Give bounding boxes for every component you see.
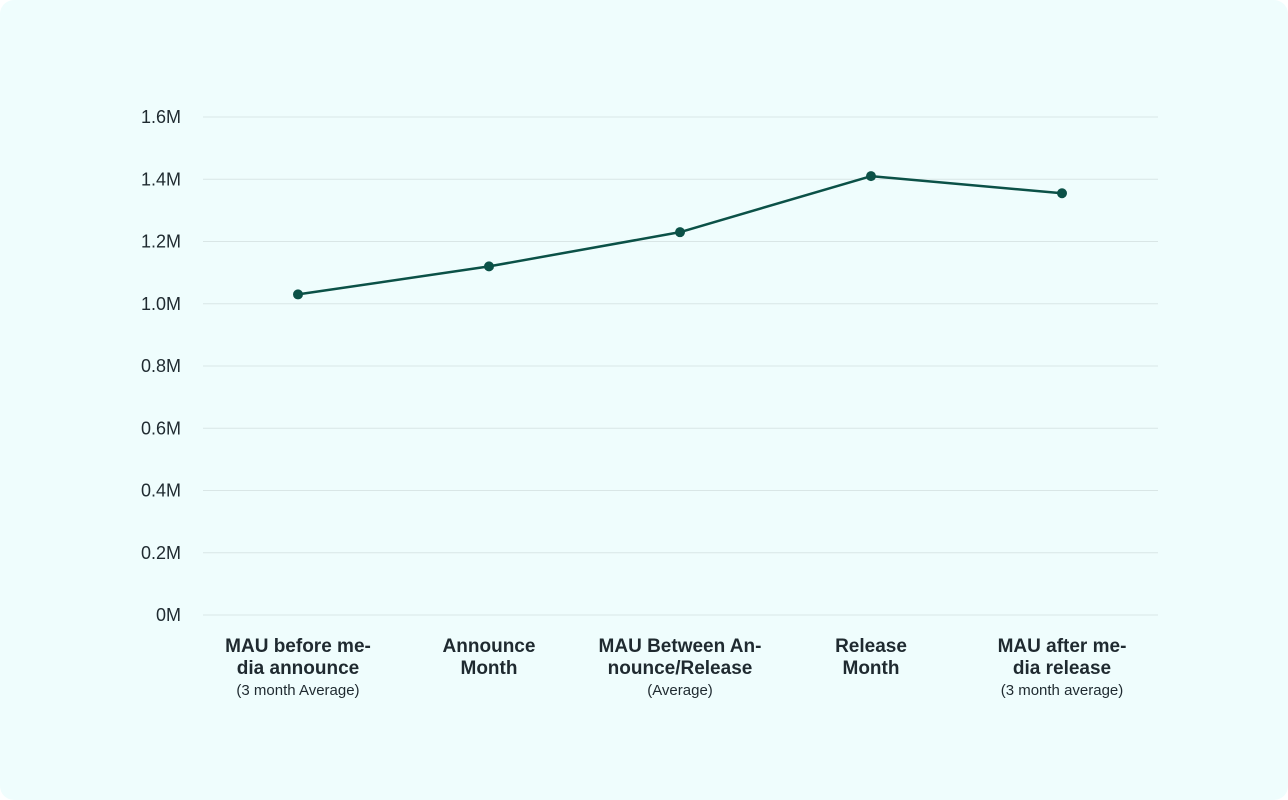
x-category-label-line: Release bbox=[835, 636, 907, 657]
y-tick-label: 0.2M bbox=[141, 543, 181, 563]
x-category-label-line: Announce bbox=[443, 636, 536, 657]
data-point bbox=[1057, 188, 1067, 199]
data-point bbox=[866, 171, 876, 182]
data-point bbox=[293, 289, 303, 300]
x-category-label: MAU Between An-nounce/Release (Average) bbox=[599, 636, 762, 699]
x-category-label-line: dia announce bbox=[237, 658, 359, 679]
x-category-label-line: MAU Between An- bbox=[599, 636, 762, 657]
x-category-label-line: dia release bbox=[1013, 658, 1111, 679]
data-point bbox=[675, 227, 685, 238]
x-category-label-line: Month bbox=[843, 658, 900, 679]
x-category-label-line: Month bbox=[461, 658, 518, 679]
x-category-sublabel: (Average) bbox=[647, 682, 713, 699]
y-tick-label: 1.6M bbox=[141, 107, 181, 127]
x-category-sublabel: (3 month Average) bbox=[236, 682, 359, 699]
y-tick-label: 1.2M bbox=[141, 232, 181, 252]
x-category-label-line: MAU before me- bbox=[225, 636, 371, 657]
x-category-sublabel: (3 month average) bbox=[1001, 682, 1124, 699]
data-point bbox=[484, 261, 494, 272]
series bbox=[293, 171, 1067, 300]
y-tick-label: 1.0M bbox=[141, 294, 181, 314]
y-tick-label: 0.8M bbox=[141, 356, 181, 376]
x-category-label-line: nounce/Release bbox=[608, 658, 753, 679]
y-axis-ticks: 0M 0.2M 0.4M 0.6M 0.8M 1.0M 1.2M 1.4M 1.6M bbox=[141, 107, 181, 625]
x-axis-labels: MAU before me-dia announce (3 month Avera… bbox=[225, 636, 1126, 699]
y-tick-label: 0.4M bbox=[141, 481, 181, 501]
gridlines bbox=[203, 116, 1158, 616]
x-category-label: MAU after me-dia release (3 month average… bbox=[998, 636, 1127, 699]
x-category-label: MAU before me-dia announce (3 month Avera… bbox=[225, 636, 371, 699]
y-tick-label: 0M bbox=[156, 605, 181, 625]
y-tick-label: 0.6M bbox=[141, 418, 181, 438]
y-tick-label: 1.4M bbox=[141, 169, 181, 189]
x-category-label-line: MAU after me- bbox=[998, 636, 1127, 657]
